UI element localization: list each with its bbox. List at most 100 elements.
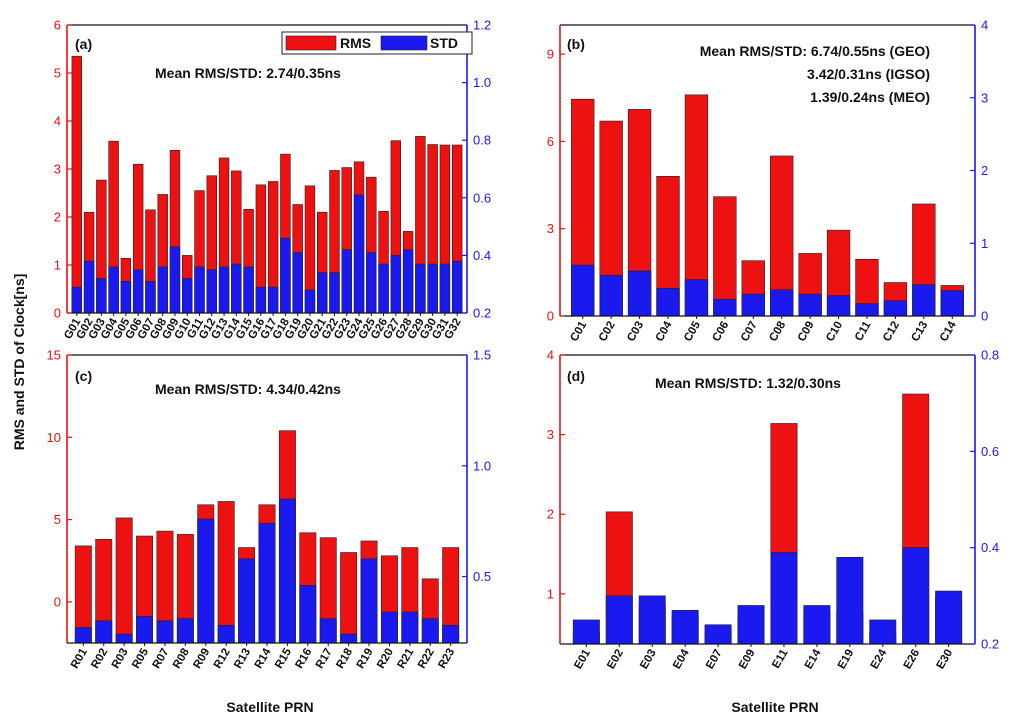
std-bar <box>194 266 205 314</box>
std-bar <box>145 281 156 314</box>
x-tick-label: R22 <box>416 647 437 671</box>
left-tick-label: 9 <box>547 47 554 62</box>
right-tick-label: 0.4 <box>473 248 491 263</box>
std-bar <box>571 264 595 317</box>
right-tick-label: 1.2 <box>473 18 491 33</box>
std-bar <box>353 194 365 314</box>
std-bar <box>120 281 132 314</box>
left-tick-label: 2 <box>547 507 554 522</box>
std-bar <box>770 552 798 645</box>
x-tick-label: E04 <box>671 647 692 671</box>
x-tick-label: R05 <box>130 646 151 671</box>
x-tick-label: C05 <box>682 319 703 344</box>
left-tick-label: 1 <box>547 586 554 601</box>
std-bar <box>378 263 389 314</box>
std-bar <box>258 523 276 644</box>
x-tick-label: C04 <box>654 319 675 344</box>
rms-bar <box>71 55 83 314</box>
x-tick-label: R21 <box>396 646 417 671</box>
x-tick-label: E03 <box>638 648 659 672</box>
x-tick-label: E30 <box>935 648 956 672</box>
left-tick-label: 3 <box>547 221 554 236</box>
std-bar <box>96 278 107 314</box>
std-bar <box>902 547 930 645</box>
std-bar <box>415 263 426 314</box>
std-bar <box>217 624 235 644</box>
std-bar <box>572 619 600 645</box>
left-tick-label: 3 <box>547 427 554 442</box>
std-bar <box>684 279 709 317</box>
right-tick-label: 0 <box>981 309 988 324</box>
std-bar <box>176 618 194 644</box>
annotation: Mean RMS/STD: 4.34/0.42ns <box>155 381 341 397</box>
std-bar <box>855 303 879 317</box>
std-bar <box>71 286 83 314</box>
std-bar <box>255 286 267 314</box>
std-bar <box>132 269 144 314</box>
figure-ylabel: RMS and STD of Clock[ns] <box>11 274 27 451</box>
x-tick-label: R01 <box>69 646 90 671</box>
std-bar <box>182 278 193 314</box>
x-tick-label: C08 <box>767 319 788 344</box>
x-tick-label: E02 <box>605 648 626 672</box>
rms-bar <box>217 501 235 644</box>
x-tick-label: C10 <box>824 320 845 344</box>
x-tick-label: C11 <box>853 319 874 343</box>
std-bar <box>74 627 92 644</box>
x-tick-label: R14 <box>253 646 274 671</box>
panel-label: (c) <box>75 368 92 384</box>
left-tick-label: 5 <box>54 66 61 81</box>
std-bar <box>737 605 765 645</box>
legend: RMS STD <box>281 31 473 55</box>
std-bar <box>136 616 154 644</box>
std-bar <box>713 298 737 317</box>
x-tick-label: R18 <box>334 646 355 671</box>
std-bar <box>599 274 623 317</box>
left-tick-label: 4 <box>54 114 61 129</box>
left-tick-label: 6 <box>547 134 554 149</box>
std-bar <box>197 518 215 644</box>
std-bar <box>656 288 680 317</box>
std-bar <box>157 266 168 314</box>
left-tick-label: 3 <box>54 162 61 177</box>
std-bar <box>912 284 936 317</box>
left-tick-label: 0 <box>54 594 61 609</box>
std-bar <box>869 619 897 645</box>
panel-a: 01234560.20.40.60.81.01.2G01G02G03G04G05… <box>54 18 491 342</box>
std-bar <box>704 624 732 645</box>
rms-bar <box>713 196 737 317</box>
std-bar <box>451 260 463 314</box>
legend-rms-label: RMS <box>340 35 371 51</box>
x-tick-label: E11 <box>770 647 791 671</box>
x-tick-label: C06 <box>711 320 732 344</box>
x-tick-label: R17 <box>314 647 335 671</box>
std-bar <box>267 286 279 314</box>
annotation: Mean RMS/STD: 1.32/0.30ns <box>655 375 841 391</box>
x-tick-label: R08 <box>171 646 192 671</box>
x-tick-label: R02 <box>89 647 110 671</box>
legend-rms-swatch <box>285 35 337 51</box>
left-tick-label: 1 <box>54 258 61 273</box>
x-tick-label: E07 <box>704 648 725 672</box>
std-bar <box>638 595 666 645</box>
rms-bar <box>340 552 358 644</box>
right-tick-label: 3 <box>981 90 988 105</box>
legend-std-label: STD <box>430 35 458 51</box>
std-bar <box>803 605 831 645</box>
x-tick-label: R23 <box>436 647 457 671</box>
x-tick-label: R15 <box>273 646 294 671</box>
std-bar <box>243 266 254 314</box>
x-tick-label: R16 <box>293 647 314 671</box>
std-bar <box>427 263 438 314</box>
right-tick-label: 0.2 <box>981 637 999 652</box>
right-tick-label: 0.8 <box>473 133 491 148</box>
left-tick-label: 10 <box>47 430 61 445</box>
panel-d: 1 2 3 4 0.2 0.4 0.6 0.8 E01 E02 E03 E04 E07 E09 E11 E14… <box>547 348 999 672</box>
std-bar <box>156 620 174 644</box>
std-bar <box>95 620 113 644</box>
std-bar <box>380 611 398 644</box>
x-tick-label: E19 <box>836 648 857 672</box>
std-bar <box>115 633 133 644</box>
